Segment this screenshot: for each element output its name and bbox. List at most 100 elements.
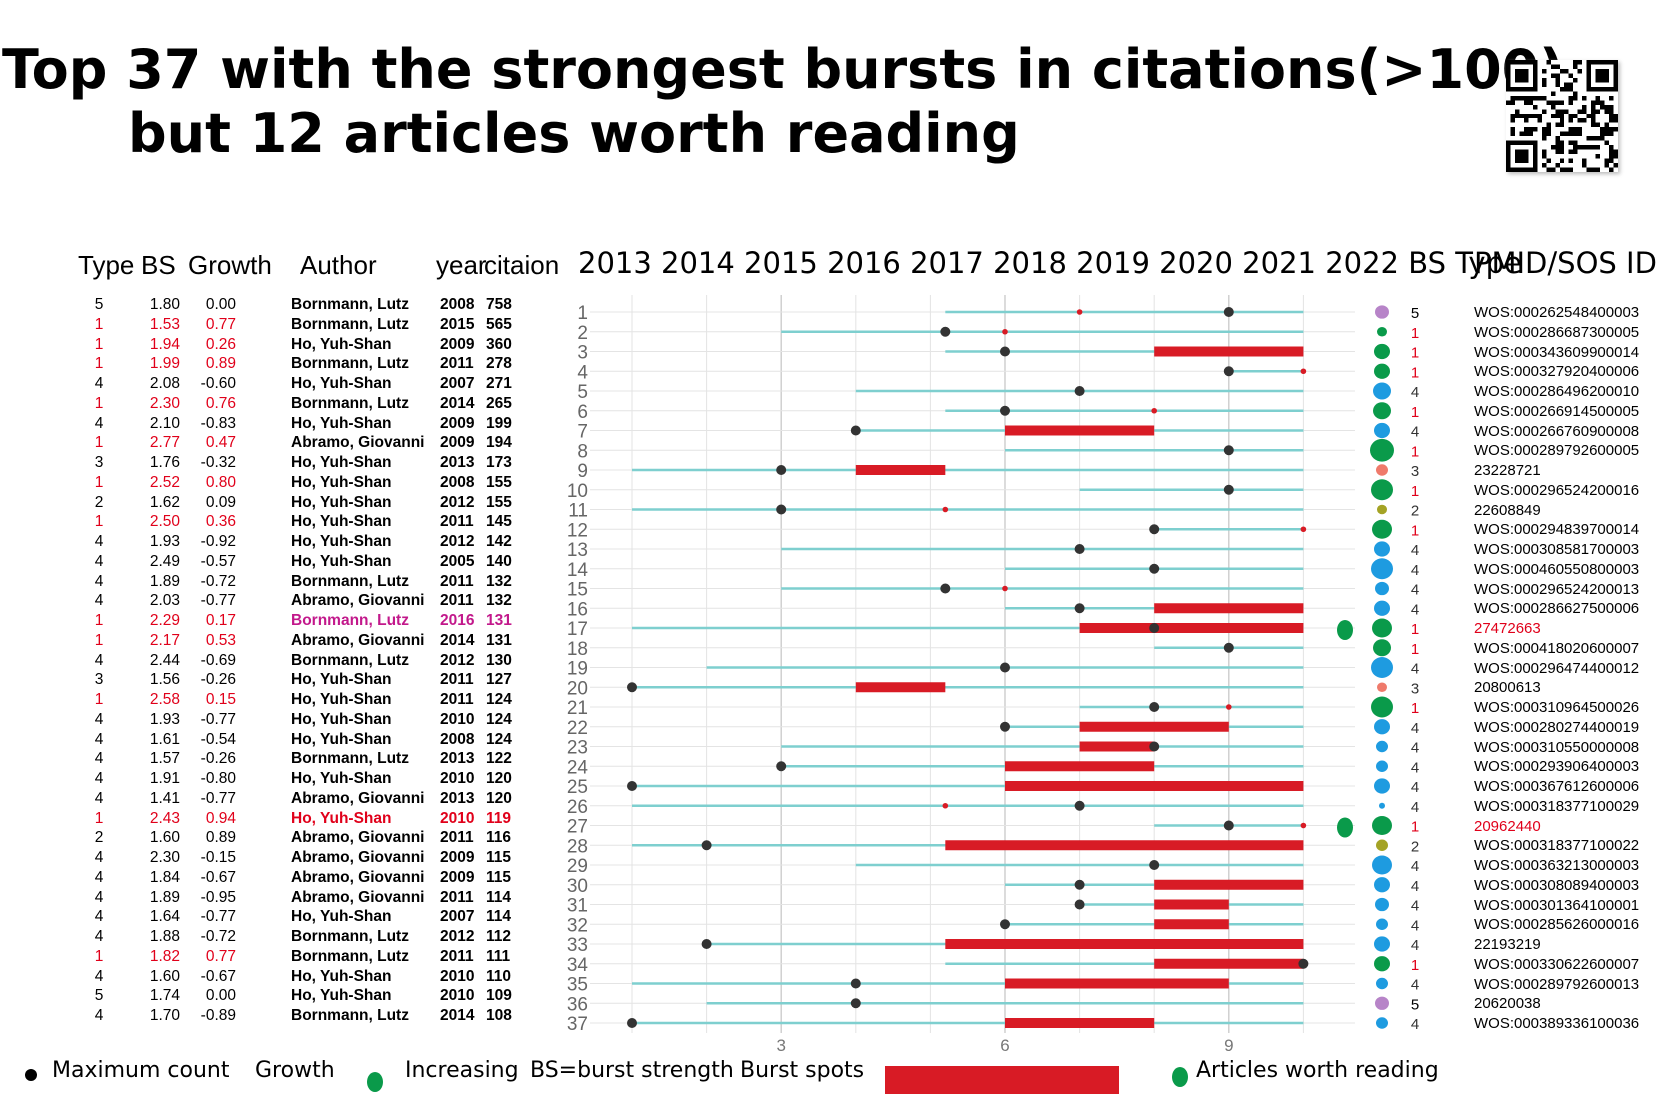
table-cell-bs: 1.93 [149, 710, 180, 728]
row-number-label: 14 [567, 560, 589, 581]
table-cell-author: Ho, Yuh-Shan [291, 335, 392, 353]
table-cell-cit: 155 [486, 493, 512, 511]
table-cell-type: 4 [94, 908, 104, 926]
table-cell-year: 2012 [440, 651, 475, 669]
pmid-label: 27472663 [1474, 620, 1541, 637]
bs-type-bubble [1374, 600, 1390, 616]
pmid-label: WOS:000308581700003 [1474, 541, 1640, 558]
table-cell-year: 2007 [440, 375, 475, 392]
bs-type-value: 1 [1411, 641, 1419, 658]
worth-reading-marker [1337, 817, 1353, 838]
table-cell-cit: 124 [486, 691, 512, 708]
row-number-label: 10 [567, 481, 588, 502]
row-number-label: 9 [577, 461, 588, 482]
table-cell-year: 2014 [440, 394, 475, 412]
table-cell-cit: 112 [486, 928, 512, 945]
table-cell-author: Ho, Yuh-Shan [291, 770, 392, 787]
bs-type-bubble [1373, 402, 1391, 420]
max-count-dot [776, 504, 787, 515]
table-cell-bs: 2.03 [149, 592, 180, 610]
table-cell-year: 2012 [440, 928, 475, 945]
table-cell-cit: 122 [486, 750, 512, 768]
table-cell-cit: 278 [486, 355, 512, 373]
pmid-label: WOS:000330622600007 [1474, 955, 1640, 973]
row-number-label: 21 [567, 698, 588, 719]
pmid-label: WOS:000293906400003 [1474, 758, 1640, 776]
burst-bar [1154, 603, 1304, 614]
bs-type-value: 4 [1411, 917, 1419, 934]
bs-type-bubble [1374, 877, 1390, 893]
table-cell-author: Ho, Yuh-Shan [291, 533, 392, 550]
bs-type-value: 4 [1411, 661, 1419, 678]
burst-chart: 1 52 13 14 15 46 17 48 19 310 111 212 113 414 415 416 41… [567, 295, 1419, 1055]
bs-type-value: 4 [1411, 424, 1419, 441]
max-count-dot [1074, 879, 1085, 890]
table-cell-bs: 1.91 [149, 770, 180, 787]
table-cell-bs: 1.82 [149, 947, 180, 965]
row-number-label: 15 [567, 580, 588, 601]
table-cell-cit: 127 [486, 671, 512, 689]
title-line-1: Top 37 with the strongest bursts in cita… [2, 38, 1585, 101]
bs-type-bubble [1374, 541, 1390, 557]
max-count-dot [1074, 899, 1085, 910]
header-pmid: PMID/SOS ID [1474, 246, 1657, 280]
table-cell-author: Bornmann, Lutz [291, 1007, 409, 1024]
legend-growth: Growth [255, 1058, 335, 1083]
pmid-label: WOS:000301364100001 [1474, 896, 1640, 914]
bs-type-value: 4 [1411, 740, 1419, 757]
bs-type-bubble [1375, 305, 1389, 319]
max-count-dot [1074, 544, 1085, 554]
plot-background [590, 295, 1355, 1035]
row-number-label: 34 [567, 955, 589, 976]
table-cell-growth: -0.77 [200, 789, 236, 807]
max-count-dot [850, 998, 861, 1009]
bs-type-bubble [1379, 802, 1385, 809]
table-cell-type: 4 [94, 770, 104, 787]
table-cell-author: Ho, Yuh-Shan [291, 908, 392, 926]
pmid-label: WOS:000296524200016 [1474, 481, 1640, 499]
row-number-label: 22 [567, 718, 588, 739]
row-number-label: 1 [577, 303, 588, 324]
pmid-label: WOS:000266914500005 [1474, 402, 1640, 420]
table-cell-type: 4 [94, 572, 104, 590]
table-cell-growth: -0.69 [200, 651, 236, 669]
table-cell-bs: 2.30 [149, 849, 180, 866]
burst-end-dot [1300, 368, 1307, 375]
row-number-label: 12 [567, 520, 588, 541]
legend-max-count: Maximum count [52, 1058, 230, 1083]
bs-type-value: 4 [1411, 759, 1419, 776]
bs-type-value: 4 [1411, 542, 1419, 559]
burst-end-dot [1300, 526, 1307, 533]
bs-type-value: 1 [1411, 443, 1419, 460]
row-number-label: 17 [567, 619, 588, 640]
table-cell-cit: 124 [486, 730, 512, 748]
max-count-dot [701, 840, 712, 851]
bs-type-bubble [1371, 657, 1393, 678]
row-number-label: 24 [567, 757, 589, 778]
table-cell-year: 2016 [440, 612, 475, 629]
table-cell-growth: 0.36 [205, 513, 236, 531]
table-cell-bs: 1.74 [149, 987, 180, 1005]
table-cell-type: 4 [94, 533, 104, 550]
header-author: Author [300, 250, 377, 280]
table-cell-cit: 132 [486, 572, 512, 590]
legend-burst-spots: Burst spots [740, 1058, 865, 1083]
table-cell-author: Abramo, Giovanni [291, 849, 425, 866]
bs-type-bubble [1372, 519, 1392, 539]
table-cell-type: 1 [94, 631, 104, 649]
table-cell-year: 2010 [440, 967, 475, 985]
bs-type-value: 2 [1411, 503, 1419, 520]
table-cell-growth: 0.77 [205, 947, 236, 965]
table-cell-year: 2008 [440, 296, 475, 313]
burst-bar [1154, 879, 1304, 890]
table-cell-growth: 0.89 [205, 355, 236, 373]
max-count-dot [850, 425, 861, 436]
table-cell-author: Abramo, Giovanni [291, 789, 425, 807]
pmid-label: WOS:000294839700014 [1474, 521, 1640, 539]
table-cell-type: 1 [94, 434, 104, 452]
pmid-label: WOS:000280274400019 [1474, 718, 1640, 736]
table-cell-growth: 0.80 [205, 473, 236, 491]
max-count-dot [1223, 820, 1234, 831]
max-count-dot [1223, 642, 1234, 653]
burst-end-dot [942, 506, 949, 513]
